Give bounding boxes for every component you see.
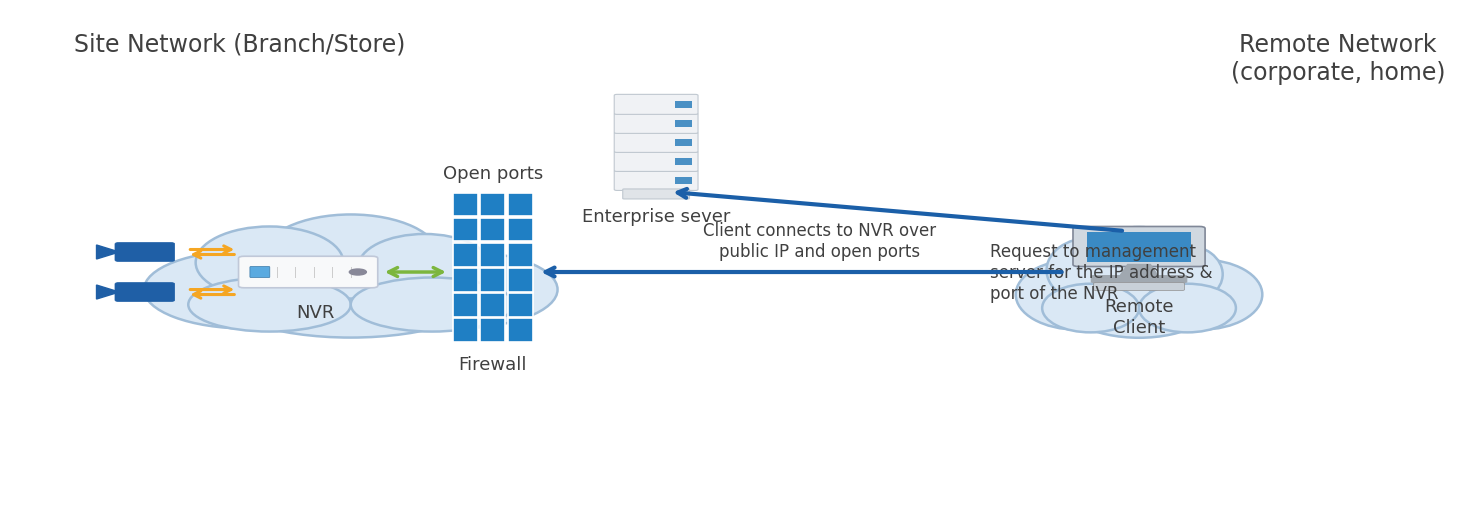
Ellipse shape — [144, 251, 350, 329]
Ellipse shape — [1046, 238, 1134, 303]
FancyBboxPatch shape — [481, 319, 505, 342]
FancyBboxPatch shape — [614, 152, 697, 172]
FancyBboxPatch shape — [481, 219, 505, 242]
FancyBboxPatch shape — [453, 193, 478, 217]
FancyBboxPatch shape — [508, 269, 533, 292]
Text: Site Network (Branch/Store): Site Network (Branch/Store) — [73, 33, 406, 57]
FancyBboxPatch shape — [481, 269, 505, 292]
FancyBboxPatch shape — [675, 140, 693, 146]
FancyBboxPatch shape — [239, 257, 378, 288]
Text: Enterprise sever: Enterprise sever — [582, 208, 731, 226]
FancyBboxPatch shape — [453, 243, 478, 267]
Ellipse shape — [196, 227, 343, 299]
Ellipse shape — [350, 278, 513, 332]
Circle shape — [349, 270, 366, 275]
Ellipse shape — [1042, 284, 1138, 333]
FancyBboxPatch shape — [1087, 233, 1191, 262]
FancyBboxPatch shape — [614, 114, 697, 134]
Text: Firewall: Firewall — [459, 355, 527, 373]
Ellipse shape — [1055, 252, 1223, 338]
FancyBboxPatch shape — [481, 293, 505, 317]
Text: Open ports: Open ports — [442, 165, 544, 183]
Ellipse shape — [357, 234, 491, 300]
FancyBboxPatch shape — [508, 319, 533, 342]
Ellipse shape — [189, 278, 350, 332]
Ellipse shape — [1144, 245, 1223, 305]
Ellipse shape — [1138, 260, 1263, 330]
FancyBboxPatch shape — [508, 193, 533, 217]
FancyBboxPatch shape — [614, 95, 697, 115]
FancyBboxPatch shape — [508, 219, 533, 242]
Ellipse shape — [1015, 260, 1138, 330]
FancyBboxPatch shape — [114, 283, 174, 302]
FancyBboxPatch shape — [675, 159, 693, 166]
Ellipse shape — [262, 215, 440, 299]
FancyBboxPatch shape — [453, 293, 478, 317]
FancyBboxPatch shape — [623, 189, 690, 199]
Text: Request to management
server for the IP address &
port of the NVR: Request to management server for the IP … — [990, 242, 1213, 302]
FancyBboxPatch shape — [453, 269, 478, 292]
Polygon shape — [97, 285, 119, 299]
FancyBboxPatch shape — [1093, 283, 1185, 291]
FancyBboxPatch shape — [1072, 227, 1206, 267]
Ellipse shape — [350, 251, 558, 329]
Text: Client connects to NVR over
public IP and open ports: Client connects to NVR over public IP an… — [703, 221, 936, 260]
Text: Remote Network
(corporate, home): Remote Network (corporate, home) — [1231, 33, 1444, 84]
FancyBboxPatch shape — [675, 178, 693, 184]
FancyBboxPatch shape — [481, 193, 505, 217]
Ellipse shape — [1138, 284, 1236, 333]
FancyBboxPatch shape — [251, 267, 270, 278]
FancyBboxPatch shape — [114, 243, 174, 262]
FancyBboxPatch shape — [675, 121, 693, 127]
FancyBboxPatch shape — [508, 293, 533, 317]
FancyBboxPatch shape — [481, 243, 505, 267]
FancyBboxPatch shape — [453, 319, 478, 342]
FancyBboxPatch shape — [453, 219, 478, 242]
FancyBboxPatch shape — [614, 171, 697, 191]
Ellipse shape — [211, 242, 491, 338]
Polygon shape — [1119, 265, 1159, 277]
Polygon shape — [97, 245, 119, 260]
FancyBboxPatch shape — [508, 243, 533, 267]
FancyBboxPatch shape — [1091, 275, 1187, 283]
Text: NVR: NVR — [296, 304, 334, 322]
FancyBboxPatch shape — [614, 133, 697, 153]
Ellipse shape — [1086, 228, 1193, 303]
Text: Remote
Client: Remote Client — [1105, 297, 1173, 336]
FancyBboxPatch shape — [675, 102, 693, 109]
